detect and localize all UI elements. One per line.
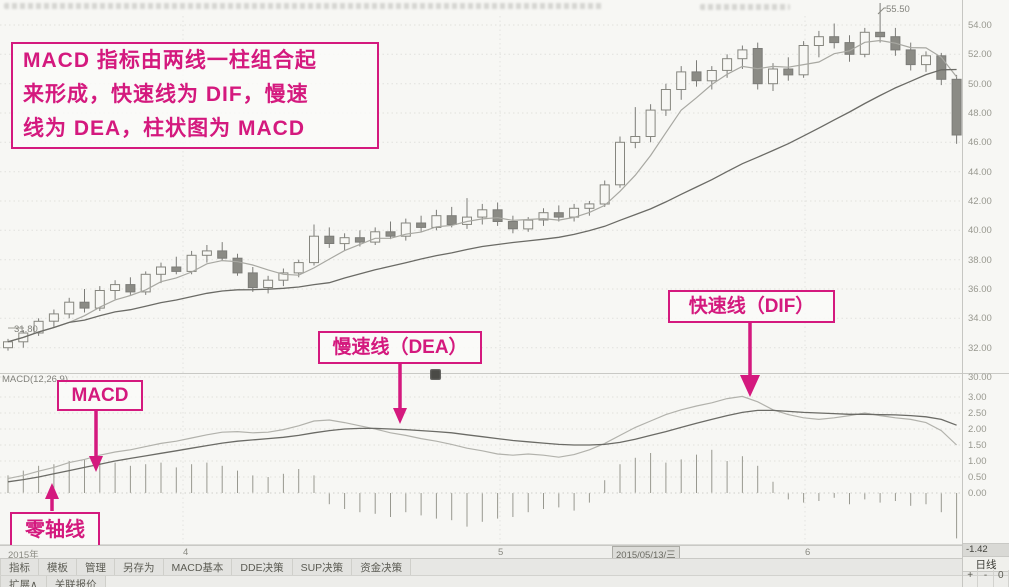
blurred-header-text-2: [700, 4, 790, 10]
timeline-label: 6: [805, 547, 811, 558]
extension-toolbar: 扩展∧ 关联报价: [0, 575, 1009, 587]
toolbar-tab-管理[interactable]: 管理: [77, 559, 115, 576]
axis-tick-label: 30.00: [968, 372, 992, 383]
axis-tick-label: 54.00: [968, 20, 992, 31]
toolbar-tab-资金决策[interactable]: 资金决策: [352, 559, 412, 576]
zero-axis-callout: 零轴线: [10, 512, 100, 548]
intro-line-2: 来形成，快速线为 DIF，慢速: [23, 83, 309, 106]
axis-tick-label: 1.00: [968, 456, 987, 467]
dif-line-callout: 快速线（DIF）: [668, 290, 835, 323]
macd-parameter-label: MACD(12,26,9): [2, 374, 68, 385]
indicator-toolbar: 指标 模板 管理 另存为 MACD基本 DDE决策 SUP决策 资金决策: [0, 558, 1009, 576]
toolbar-tab-DDE决策[interactable]: DDE决策: [232, 559, 293, 576]
axis-tick-label: 34.00: [968, 313, 992, 325]
axis-tick-label: 52.00: [968, 49, 992, 61]
toolbar-tab-指标[interactable]: 指标: [0, 559, 39, 576]
intro-line-1: MACD 指标由两线一柱组合起: [23, 49, 317, 72]
intro-line-3: 线为 DEA，柱状图为 MACD: [23, 117, 305, 140]
macd-last-value: -1.42: [963, 543, 1009, 557]
axis-tick-label: 42.00: [968, 196, 992, 207]
right-axis-divider: [962, 0, 963, 587]
blurred-header-text: [4, 3, 604, 9]
zoom-button-+[interactable]: +: [963, 570, 979, 587]
high-price-label: 55.50: [886, 4, 910, 15]
axis-tick-label: 0.00: [968, 488, 987, 499]
toolbar-tab-模板[interactable]: 模板: [39, 559, 77, 576]
toolbar-tab-SUP决策[interactable]: SUP决策: [292, 559, 353, 576]
toolbar-tab-MACD基本[interactable]: MACD基本: [163, 559, 233, 576]
axis-tick-label: 2.50: [968, 408, 987, 419]
axis-tick-label: 38.00: [968, 254, 992, 266]
axis-tick-label: 36.00: [968, 284, 992, 295]
axis-tick-label: 48.00: [968, 108, 992, 119]
period-selector-daily[interactable]: 日线: [963, 556, 1009, 572]
axis-tick-label: 40.00: [968, 225, 992, 237]
axis-tick-label: 1.50: [968, 440, 987, 451]
timeline-label: 4: [183, 547, 189, 558]
axis-tick-label: 44.00: [968, 166, 992, 178]
watermark-icon: [430, 369, 441, 380]
axis-tick-label: 50.00: [968, 78, 992, 90]
zoom-button-0[interactable]: 0: [994, 570, 1009, 587]
dea-line-callout: 慢速线（DEA）: [318, 331, 482, 364]
axis-tick-label: 2.00: [968, 424, 987, 435]
zoom-button--[interactable]: -: [978, 570, 994, 587]
axis-tick-label: 3.00: [968, 392, 987, 403]
toolbar-tab-另存为[interactable]: 另存为: [115, 559, 164, 576]
macd-intro-annotation: MACD 指标由两线一柱组合起 来形成，快速线为 DIF，慢速 线为 DEA，柱…: [11, 42, 379, 149]
toolbar-tab-扩展∧[interactable]: 扩展∧: [0, 576, 47, 587]
axis-tick-label: 32.00: [968, 342, 992, 354]
timeline-label: 5: [498, 547, 504, 558]
low-price-label: 31.80: [14, 324, 38, 335]
timeline-bar: 2015年 4 5 2015/05/13/三 6: [0, 545, 962, 562]
axis-tick-label: 46.00: [968, 137, 992, 149]
macd-histogram-callout: MACD: [57, 380, 143, 411]
zoom-controls: + -0: [963, 570, 1009, 587]
toolbar-tab-关联报价[interactable]: 关联报价: [46, 576, 106, 587]
axis-tick-label: 0.50: [968, 472, 987, 483]
timeline-label: 2015年: [8, 550, 39, 561]
